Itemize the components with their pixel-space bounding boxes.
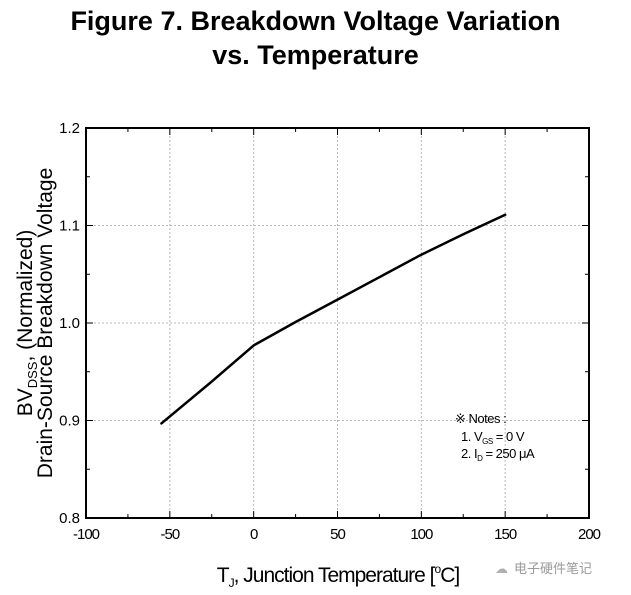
x-tick-label: 0 [250, 526, 258, 543]
chart-title: Figure 7. Breakdown Voltage Variation vs… [0, 4, 631, 72]
watermark-text: 电子硬件笔记 [514, 562, 593, 577]
chart-title-line-2: vs. Temperature [212, 40, 419, 70]
note-item-2: 2. ID = 250 μA [461, 446, 535, 463]
y-tick-label: 0.9 [59, 413, 80, 430]
x-tick-label: 50 [330, 526, 345, 543]
notes-header: ※ Notes : [455, 411, 506, 426]
chart-title-line-1: Figure 7. Breakdown Voltage Variation [70, 6, 561, 36]
y-axis-label: BVDSS, (Normalized) Drain-Source Breakdo… [14, 168, 57, 479]
plot-frame [85, 127, 590, 519]
note-item-1: 1. VGS = 0 V [461, 429, 525, 446]
series-group [160, 213, 507, 425]
y-tick-label: 1.2 [59, 120, 80, 137]
watermark: ☁ 电子硬件笔记 [495, 558, 592, 577]
x-tick-label: 150 [494, 526, 517, 543]
y-tick-label: 1.0 [59, 315, 80, 332]
x-tick-label: -50 [160, 526, 179, 543]
y-tick-label: 0.8 [59, 510, 80, 527]
series-line [160, 213, 507, 425]
x-tick-label: -100 [73, 526, 100, 543]
x-axis-label: TJ, Junction Temperature [oC] [217, 562, 460, 590]
x-tick-labels: -100 -50 0 50 100 150 200 [73, 526, 602, 543]
grid-lines [86, 128, 589, 518]
y-tick-label: 1.1 [59, 218, 80, 235]
y-axis-label-line-1: BVDSS, (Normalized) [14, 230, 40, 417]
x-tick-label: 100 [410, 526, 433, 543]
x-tick-label: 200 [578, 526, 601, 543]
y-tick-labels: 0.8 0.9 1.0 1.1 1.2 [59, 120, 80, 527]
notes-annotation: ※ Notes : 1. VGS = 0 V 2. ID = 250 μA [455, 411, 535, 463]
wechat-icon: ☁ [495, 562, 508, 577]
y-axis-label-line-2: Drain-Source Breakdown Voltage [34, 168, 57, 479]
